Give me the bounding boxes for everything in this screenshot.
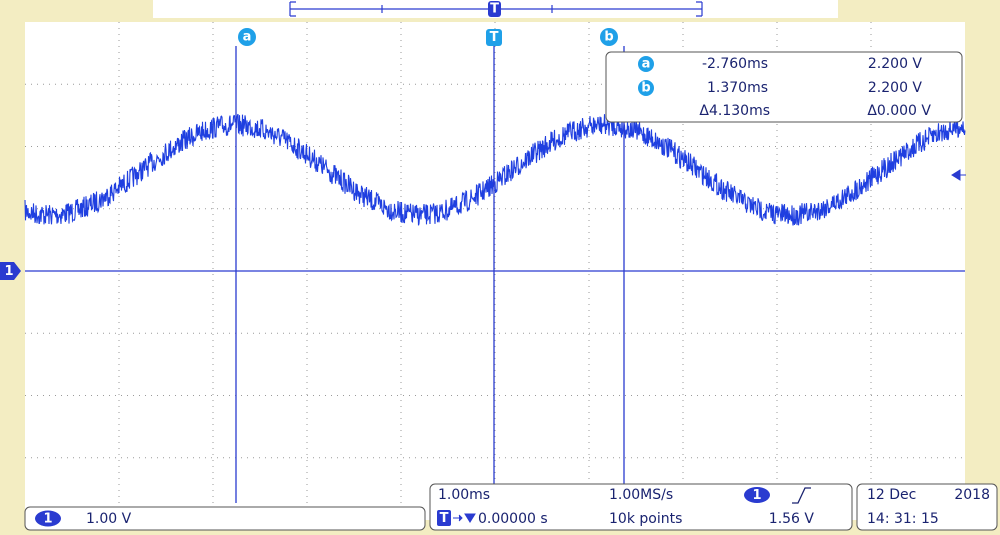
trigger-slope — [792, 487, 811, 504]
cursor-readout — [605, 51, 963, 123]
trigger-pos-arrow — [453, 513, 476, 523]
cursor-a-marker — [238, 28, 256, 46]
cursor-b-marker-label: b — [604, 30, 613, 45]
year: 2018 — [954, 487, 990, 503]
readout-a-marker — [638, 56, 654, 72]
trigger-marker — [486, 29, 502, 46]
channel-badge-label: 1 — [43, 512, 52, 527]
trigger-position: 0.00000 s — [478, 511, 548, 527]
delta-voltage: Δ0.000 V — [867, 103, 931, 119]
cursor-a-time: -2.760ms — [702, 56, 768, 72]
date: 12 Dec — [867, 487, 916, 503]
readout-b-marker — [638, 80, 654, 96]
trigger-level: 1.56 V — [769, 511, 815, 527]
record-trigger-label: T — [490, 2, 499, 17]
cursor-b-time: 1.370ms — [707, 80, 768, 96]
readout-a-label: a — [642, 57, 651, 72]
channel-status — [24, 506, 426, 531]
channel-scale: 1.00 V — [86, 511, 132, 527]
record-length: 10k points — [609, 511, 682, 527]
trigger-channel-badge — [744, 487, 770, 503]
delta-time: Δ4.130ms — [699, 103, 770, 119]
readout-b-label: b — [641, 81, 650, 96]
time: 14: 31: 15 — [867, 511, 939, 527]
channel-badge — [35, 510, 61, 527]
trigger-marker-label: T — [490, 30, 499, 45]
channel-ground-label: 1 — [4, 264, 13, 279]
trigger-level-marker — [951, 169, 966, 181]
cursor-b-voltage: 2.200 V — [868, 80, 923, 96]
datetime-status — [856, 483, 998, 531]
trigger-pos-icon-label: T — [440, 511, 449, 526]
cursor-b-marker — [600, 28, 618, 46]
cursor-a-voltage: 2.200 V — [868, 56, 923, 72]
channel-ground-marker — [0, 262, 21, 280]
trigger-pos-icon — [437, 510, 451, 526]
trigger-channel-label: 1 — [752, 488, 761, 503]
cursor-a-marker-label: a — [243, 30, 252, 45]
sample-rate: 1.00MS/s — [609, 487, 673, 503]
record-trigger-marker — [488, 1, 501, 17]
timebase: 1.00ms — [438, 487, 490, 503]
waveform — [24, 113, 966, 226]
